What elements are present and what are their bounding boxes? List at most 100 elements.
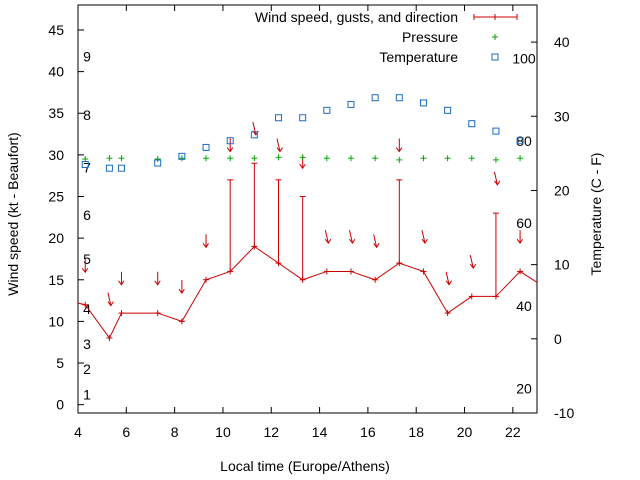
- tick-labels: 4 6 8 10 12 14 16 18 20 22051015202530354045-1001…: [48, 22, 574, 440]
- wind-direction-arrow: [395, 138, 403, 153]
- y-tick-label: 45: [48, 22, 64, 38]
- wind-direction-arrow: [348, 230, 356, 245]
- fahrenheit-label: 20: [516, 381, 532, 397]
- wind-direction-arrow: [421, 230, 428, 245]
- y2-axis-label: Temperature (C - F): [588, 153, 604, 276]
- x-tick-label: 14: [312, 424, 328, 440]
- pressure-point: [275, 154, 282, 161]
- pressure-point: [492, 156, 499, 163]
- beaufort-label: 2: [83, 361, 91, 377]
- temperature-point: [299, 114, 307, 122]
- legend-label-wind: Wind speed, gusts, and direction: [255, 9, 458, 25]
- pressure-point: [178, 155, 185, 162]
- pressure-point: [444, 155, 451, 162]
- data-marks: [77, 14, 538, 342]
- y2-tick-label: -10: [554, 405, 574, 421]
- wind-speed-point: [106, 335, 113, 342]
- wind-speed-point: [118, 310, 125, 317]
- y2-tick-label: 10: [554, 257, 570, 273]
- wind-speed-point: [203, 276, 210, 283]
- wind-speed-point: [468, 293, 475, 300]
- fahrenheit-label: 80: [516, 133, 532, 149]
- wind-direction-arrow: [373, 234, 380, 249]
- temperature-point: [419, 99, 427, 107]
- wind-direction-arrow: [493, 171, 501, 186]
- temperature-point: [371, 94, 379, 102]
- temperature-point: [250, 131, 258, 139]
- wind-direction-arrow: [81, 259, 89, 274]
- x-tick-label: 20: [457, 424, 473, 440]
- y2-tick-label: 20: [554, 182, 570, 198]
- pressure-point: [468, 155, 475, 162]
- fahrenheit-label: 40: [516, 298, 532, 314]
- legend-label-pressure: Pressure: [402, 29, 458, 45]
- x-axis-label: Local time (Europe/Athens): [220, 458, 390, 474]
- y-tick-label: 0: [56, 397, 64, 413]
- x-tick-label: 4: [74, 424, 82, 440]
- wind-speed-point: [323, 268, 330, 275]
- legend: Wind speed, gusts, and direction Pressure…: [255, 9, 518, 65]
- x-tick-label: 16: [360, 424, 376, 440]
- beaufort-label: 9: [83, 49, 91, 65]
- x-tick-label: 22: [505, 424, 521, 440]
- wind-direction-arrow: [118, 271, 125, 286]
- temperature-point: [105, 164, 113, 172]
- wind-speed-point: [178, 318, 185, 325]
- temperature-point: [468, 120, 476, 128]
- pressure-point: [251, 155, 258, 162]
- wind-speed-point: [82, 301, 89, 308]
- wind-speed-point: [420, 268, 427, 275]
- plot-frame: [77, 4, 538, 414]
- wind-speed-point: [154, 310, 161, 317]
- pressure-point: [154, 156, 161, 163]
- y2-tick-label: 30: [554, 108, 570, 124]
- y-axis-label: Wind speed (kt - Beaufort): [5, 132, 21, 295]
- temperature-point: [275, 114, 283, 122]
- temperature-point: [154, 159, 162, 167]
- y-tick-label: 20: [48, 230, 64, 246]
- x-tick-label: 18: [408, 424, 424, 440]
- wind-speed-point: [517, 268, 524, 275]
- pressure-point: [299, 154, 306, 161]
- y-tick-label: 5: [56, 355, 64, 371]
- pressure-point: [517, 155, 524, 162]
- fahrenheit-label: 100: [512, 50, 536, 66]
- legend-label-temperature: Temperature: [379, 49, 458, 65]
- beaufort-label: 8: [83, 107, 91, 123]
- wind-speed-point: [347, 268, 354, 275]
- wind-speed-line: [77, 245, 538, 340]
- beaufort-label: 1: [83, 387, 91, 403]
- pressure-point: [396, 156, 403, 163]
- beaufort-label: 3: [83, 336, 91, 352]
- wind-direction-arrow: [202, 234, 209, 249]
- wind-speed-point: [372, 276, 379, 283]
- temperature-point: [347, 100, 355, 108]
- temperature-point: [323, 106, 331, 114]
- y-tick-label: 10: [48, 313, 64, 329]
- x-tick-label: 6: [122, 424, 130, 440]
- x-tick-label: 10: [215, 424, 231, 440]
- y-tick-label: 15: [48, 272, 64, 288]
- y2-tick-label: 40: [554, 34, 570, 50]
- wind-direction-arrow: [516, 230, 524, 245]
- pressure-point: [347, 155, 354, 162]
- wind-direction-arrow: [107, 292, 114, 307]
- wind-direction-arrow: [226, 138, 234, 153]
- pressure-point: [118, 155, 125, 162]
- pressure-point: [203, 155, 210, 162]
- wind-direction-arrow: [445, 271, 453, 286]
- temperature-point: [81, 160, 89, 168]
- y-tick-label: 30: [48, 147, 64, 163]
- pressure-point: [372, 155, 379, 162]
- wind-direction-arrow: [469, 255, 477, 270]
- wind-direction-arrow: [324, 230, 332, 245]
- legend-swatch-pressure: [492, 34, 498, 40]
- y-tick-label: 25: [48, 189, 64, 205]
- wind-direction-arrow: [178, 280, 185, 294]
- pressure-point: [323, 155, 330, 162]
- axis-ticks: [77, 5, 537, 414]
- temperature-point: [202, 143, 210, 151]
- pressure-point: [227, 155, 234, 162]
- temperature-point: [492, 127, 500, 135]
